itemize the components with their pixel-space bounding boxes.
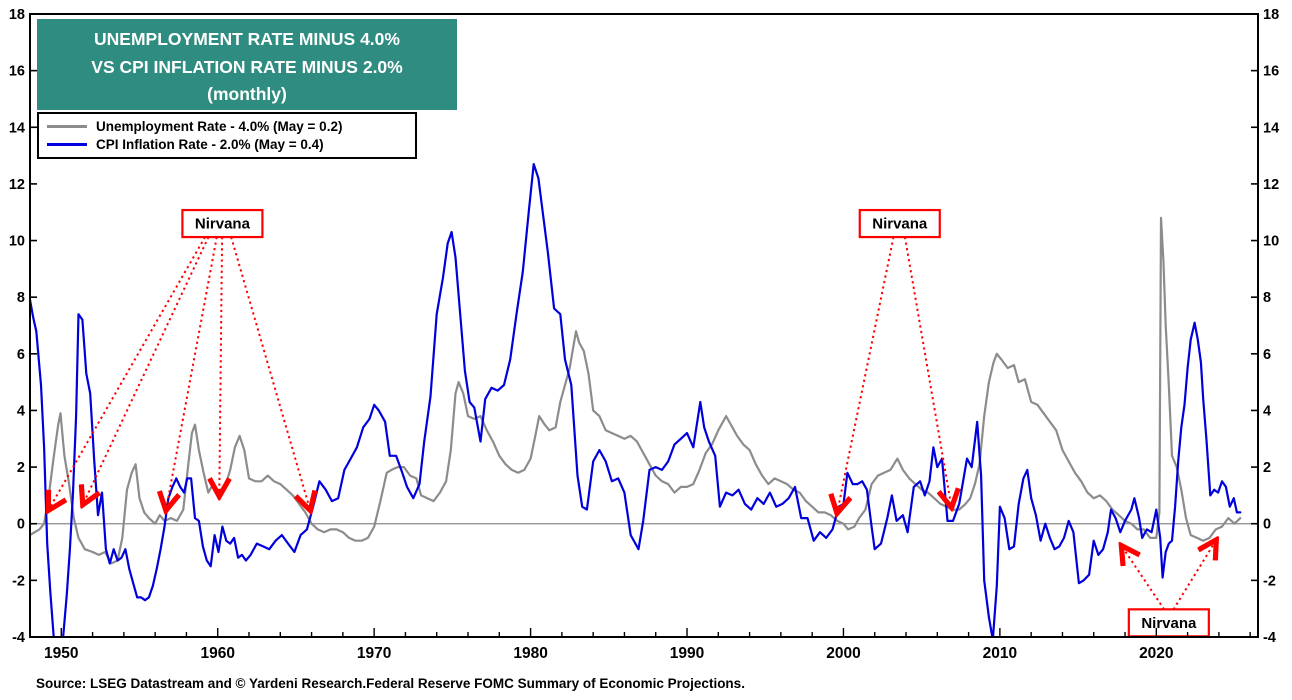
nirvana-arrow bbox=[230, 236, 310, 510]
x-axis-tick-label: 1990 bbox=[670, 645, 704, 662]
y-axis-tick-label: 2 bbox=[17, 460, 25, 476]
nirvana-arrow bbox=[83, 236, 210, 504]
y-axis-tick-label: 16 bbox=[9, 64, 25, 80]
legend-item-cpi: CPI Inflation Rate - 2.0% (May = 0.4) bbox=[47, 135, 407, 153]
nirvana-annotation-label: Nirvana bbox=[872, 216, 928, 233]
nirvana-arrow bbox=[219, 237, 222, 495]
y-axis-tick-label: 10 bbox=[9, 234, 25, 250]
nirvana-annotation-box bbox=[181, 208, 264, 239]
x-axis-tick-label: 2000 bbox=[826, 645, 860, 662]
chart-title-line3: (monthly) bbox=[207, 84, 287, 105]
legend-label-unemployment: Unemployment Rate - 4.0% (May = 0.2) bbox=[96, 118, 343, 134]
x-axis-tick-label: 2010 bbox=[983, 645, 1017, 662]
y-axis-tick-label: -4 bbox=[1263, 630, 1276, 646]
nirvana-annotation-box bbox=[858, 208, 941, 239]
x-axis-tick-label: 1960 bbox=[200, 645, 234, 662]
y-axis-tick-label: 0 bbox=[1263, 517, 1271, 533]
y-axis-tick-label: 4 bbox=[17, 403, 25, 419]
nirvana-annotation-label: Nirvana bbox=[195, 216, 251, 233]
nirvana-annotation-box bbox=[1127, 608, 1210, 638]
y-axis-tick-label: -4 bbox=[12, 630, 25, 646]
source-attribution: Source: LSEG Datastream and © Yardeni Re… bbox=[36, 676, 745, 691]
nirvana-arrow bbox=[1122, 546, 1165, 610]
cpi-line-swatch bbox=[47, 142, 87, 146]
plot-frame bbox=[29, 13, 1259, 638]
legend-label-cpi: CPI Inflation Rate - 2.0% (May = 0.4) bbox=[96, 136, 324, 152]
x-axis-tick-label: 1970 bbox=[357, 645, 391, 662]
y-axis-tick-label: -2 bbox=[12, 573, 25, 589]
nirvana-arrow bbox=[837, 236, 895, 512]
y-axis-tick-label: 14 bbox=[1263, 120, 1279, 136]
y-axis-tick-label: 12 bbox=[9, 177, 25, 193]
x-axis-tick-label: 2020 bbox=[1139, 645, 1173, 662]
nirvana-arrow bbox=[166, 236, 218, 510]
chart-title-line2: VS CPI INFLATION RATE MINUS 2.0% bbox=[91, 56, 403, 77]
y-axis-tick-label: 16 bbox=[1263, 64, 1279, 80]
unemployment-line-swatch bbox=[47, 124, 87, 128]
y-axis-tick-label: 0 bbox=[17, 517, 25, 533]
x-axis-tick-label: 1950 bbox=[44, 645, 78, 662]
y-axis-tick-label: 12 bbox=[1263, 177, 1279, 193]
y-axis-tick-label: 4 bbox=[1263, 403, 1271, 419]
nirvana-arrow bbox=[903, 236, 951, 507]
chart-title-line1: UNEMPLOYMENT RATE MINUS 4.0% bbox=[94, 29, 400, 49]
chart-legend: Unemployment Rate - 4.0% (May = 0.2) CPI… bbox=[37, 112, 417, 159]
y-axis-tick-label: 8 bbox=[1263, 290, 1271, 306]
y-axis-tick-label: 18 bbox=[1263, 7, 1279, 23]
y-axis-tick-label: 6 bbox=[1263, 347, 1271, 363]
y-axis-tick-label: -2 bbox=[1263, 573, 1276, 589]
chart-title-box: UNEMPLOYMENT RATE MINUS 4.0% VS CPI INFL… bbox=[37, 19, 457, 110]
legend-item-unemployment: Unemployment Rate - 4.0% (May = 0.2) bbox=[47, 117, 407, 135]
y-axis-tick-label: 14 bbox=[9, 120, 25, 136]
y-axis-tick-label: 2 bbox=[1263, 460, 1271, 476]
nirvana-annotation-label: Nirvana bbox=[1141, 615, 1197, 632]
nirvana-arrow bbox=[1172, 541, 1216, 610]
x-axis-tick-label: 1980 bbox=[513, 645, 547, 662]
unemployment-series-line bbox=[30, 216, 1242, 565]
y-axis-tick-label: 6 bbox=[17, 347, 25, 363]
y-axis-tick-label: 18 bbox=[9, 7, 25, 23]
cpi-series-line bbox=[30, 163, 1242, 637]
y-axis-tick-label: 8 bbox=[17, 290, 25, 306]
nirvana-arrow bbox=[49, 236, 206, 510]
y-axis-tick-label: 10 bbox=[1263, 234, 1279, 250]
